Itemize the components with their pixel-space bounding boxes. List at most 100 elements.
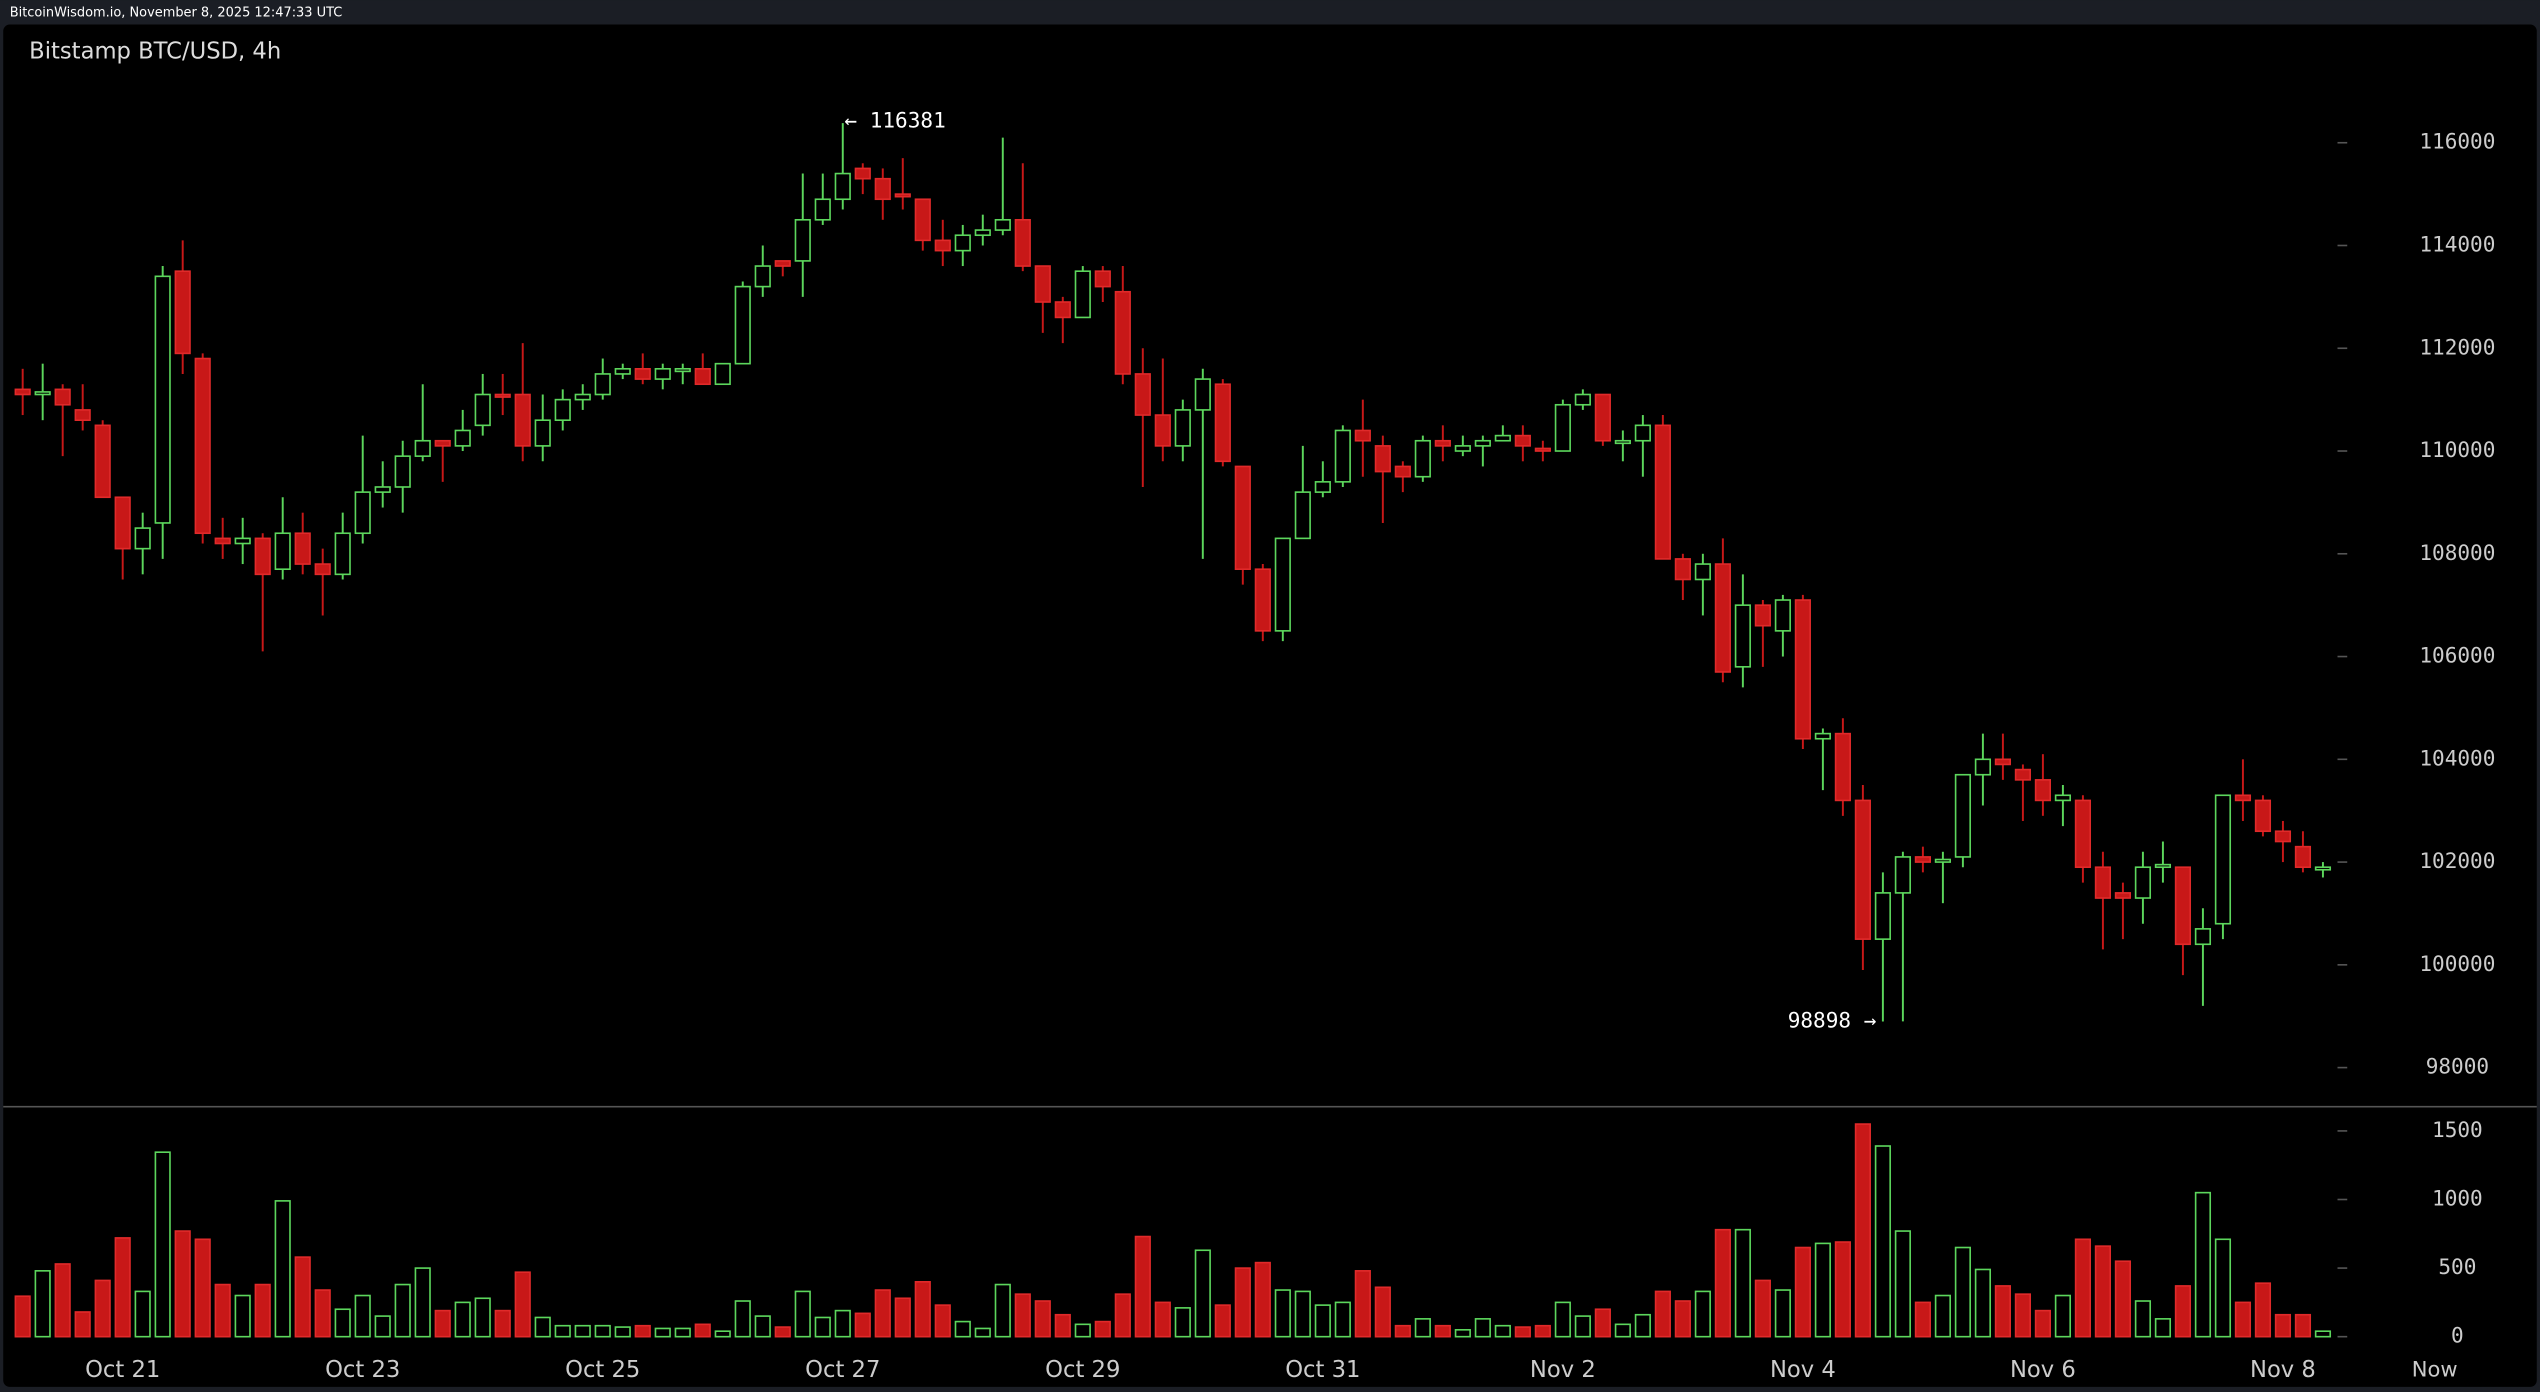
volume-bar	[1514, 1326, 1531, 1338]
candle-body	[334, 532, 351, 576]
volume-bar	[174, 1230, 191, 1338]
volume-bar	[1754, 1279, 1771, 1338]
volume-bar	[2274, 1313, 2292, 1338]
candle-body	[374, 486, 391, 493]
volume-bar	[1734, 1228, 1751, 1338]
volume-bar	[1454, 1329, 1471, 1338]
x-tick-label: Nov 8	[2250, 1357, 2316, 1383]
volume-bar	[134, 1290, 151, 1338]
candle-body	[274, 532, 291, 571]
x-tick-label: Oct 29	[1045, 1357, 1120, 1383]
x-tick-label: Oct 31	[1285, 1357, 1360, 1383]
candle-body	[1374, 445, 1391, 473]
candle-body	[1194, 378, 1211, 411]
candle-body	[14, 388, 31, 396]
volume-bar	[2234, 1301, 2252, 1338]
candle-body	[1014, 218, 1031, 267]
candle-body	[2094, 866, 2112, 899]
candle-body	[1294, 491, 1311, 540]
candle-body	[2234, 794, 2252, 802]
candle-body	[1774, 599, 1791, 632]
candle-body	[694, 367, 711, 386]
candle-body	[2074, 799, 2092, 869]
candle-body	[814, 198, 831, 221]
candle-body	[214, 537, 231, 545]
volume-bar	[1894, 1230, 1911, 1338]
volume-bar	[2174, 1285, 2192, 1338]
candle-body	[2134, 866, 2152, 899]
volume-bar	[1154, 1301, 1171, 1338]
volume-bar	[1614, 1323, 1631, 1338]
volume-bar	[54, 1263, 71, 1338]
candle-body	[1854, 799, 1871, 940]
y-tick-label: 100000	[2419, 951, 2495, 976]
volume-bar	[934, 1304, 951, 1338]
volume-bar	[1314, 1304, 1331, 1338]
candle-body	[2294, 845, 2312, 869]
candle-body	[474, 393, 491, 427]
candle-body	[234, 537, 251, 545]
candle-body	[1574, 393, 1591, 406]
y-tick-label: 108000	[2419, 540, 2495, 565]
candle-body	[514, 393, 531, 447]
volume-bar	[914, 1280, 931, 1338]
x-tick-label: Oct 23	[325, 1357, 400, 1383]
volume-bar	[74, 1311, 91, 1338]
volume-bar	[1794, 1246, 1811, 1338]
volume-bar	[1654, 1290, 1671, 1338]
x-tick-label: Nov 4	[1770, 1357, 1836, 1383]
volume-bar	[1254, 1261, 1271, 1338]
volume-bar	[1294, 1290, 1311, 1338]
candle-body	[154, 275, 171, 524]
candle-body	[754, 265, 771, 288]
candle-body	[394, 455, 411, 488]
candle-body	[1834, 732, 1851, 802]
volume-bar	[2094, 1245, 2112, 1338]
volume-bar	[1394, 1324, 1411, 1338]
y-tick-label: 106000	[2419, 643, 2495, 668]
volume-bar	[2054, 1294, 2072, 1338]
volume-bar	[234, 1294, 251, 1338]
candle-body	[2014, 768, 2031, 781]
candle-body	[1894, 856, 1911, 894]
candle-body	[1414, 439, 1431, 478]
candle-body	[1994, 758, 2011, 766]
candle-body	[1034, 265, 1051, 303]
volume-bar	[114, 1237, 131, 1338]
volume-bar	[554, 1324, 571, 1338]
candle-body	[1174, 409, 1191, 447]
volume-bar	[2294, 1313, 2312, 1338]
volume-bar	[254, 1283, 271, 1338]
candle-body	[994, 218, 1011, 231]
volume-bar	[1494, 1324, 1511, 1338]
candle-body	[1534, 447, 1551, 452]
candle-body	[2114, 892, 2132, 899]
candle-body	[534, 419, 551, 447]
volume-bar	[874, 1289, 891, 1338]
volume-bar	[1434, 1324, 1451, 1338]
candle-body	[1394, 465, 1411, 478]
candle-body	[674, 367, 691, 373]
candle-body	[1334, 429, 1351, 483]
volume-bar	[1354, 1270, 1371, 1338]
candle-body	[314, 563, 331, 576]
candle-body	[1954, 773, 1971, 858]
x-tick-label: Oct 25	[565, 1357, 640, 1383]
volume-bar	[1574, 1315, 1591, 1338]
candle-body	[294, 532, 311, 565]
volume-bar	[1334, 1301, 1351, 1338]
candle-body	[2194, 928, 2212, 946]
candle-body	[1514, 434, 1531, 447]
candle-body	[194, 357, 211, 535]
candle-body	[654, 367, 671, 380]
candle-body	[1494, 434, 1511, 442]
candle-body	[1714, 563, 1731, 673]
candle-body	[1214, 383, 1231, 463]
candle-body	[74, 409, 91, 421]
candle-body	[434, 439, 451, 447]
candle-body	[634, 367, 651, 380]
candle-body	[854, 167, 871, 180]
volume-bar	[1054, 1313, 1071, 1338]
candle-body	[114, 496, 131, 550]
